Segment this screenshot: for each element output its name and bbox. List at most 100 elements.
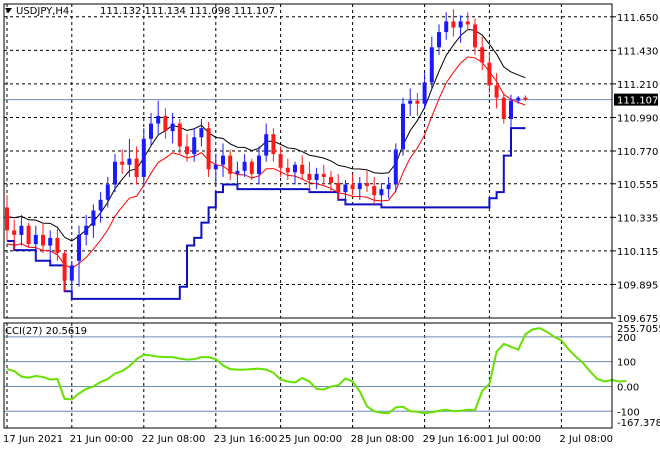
cci-scale-bottom: -167.378	[617, 418, 660, 429]
cci-scale-top: 255.7055	[617, 324, 660, 335]
candle	[300, 155, 305, 180]
candle-body	[278, 154, 283, 168]
candle-body	[141, 138, 146, 177]
candle-body	[19, 225, 24, 235]
candle	[437, 24, 441, 55]
candle	[213, 154, 218, 185]
candle-body	[199, 128, 204, 138]
candle-body	[480, 47, 485, 63]
candle-body	[350, 184, 355, 190]
candle	[271, 128, 276, 162]
candle-body	[271, 134, 276, 155]
x-tick-label: 29 Jun 16:00	[423, 434, 487, 445]
candle-body	[192, 137, 197, 155]
candle-body	[69, 265, 74, 281]
candles	[5, 9, 528, 299]
candle	[192, 128, 197, 162]
x-tick-label: 21 Jun 00:00	[70, 434, 134, 445]
candle	[501, 93, 506, 124]
candle-body	[26, 225, 31, 245]
candle-body	[213, 164, 218, 170]
candle	[177, 118, 182, 155]
candle	[12, 219, 17, 251]
candle-body	[48, 237, 53, 246]
candle	[69, 260, 74, 299]
candle	[221, 143, 225, 177]
candle	[415, 93, 420, 116]
candle-body	[163, 115, 168, 132]
candle	[350, 173, 355, 196]
cci-series	[6, 327, 627, 415]
candle	[487, 51, 492, 94]
candle	[451, 9, 456, 37]
candle	[5, 195, 9, 241]
candle	[127, 138, 132, 177]
candle-body	[55, 237, 60, 254]
candle-body	[386, 184, 391, 190]
candle-body	[134, 158, 139, 177]
candle-body	[41, 234, 45, 246]
current-price-tag-bg	[614, 93, 658, 106]
trailing-stop-line	[7, 127, 526, 300]
candle-body	[62, 253, 67, 281]
candle	[473, 18, 477, 55]
candle	[62, 250, 67, 292]
candle	[393, 143, 398, 193]
y-tick-label: 111.430	[617, 46, 658, 57]
y-tick-label: 110.115	[617, 247, 658, 258]
dropdown-triangle-icon[interactable]	[5, 8, 12, 13]
ohlc-values: 111.132 111.134 111.098 111.107	[100, 6, 275, 17]
candle-body	[293, 164, 297, 173]
current-price-tag: 111.107	[614, 93, 658, 107]
cci-levels	[4, 99, 612, 412]
candle-body	[321, 173, 326, 177]
candle	[33, 225, 38, 261]
candle	[429, 36, 434, 89]
candle-body	[249, 161, 254, 174]
candle	[329, 170, 333, 193]
candle	[314, 167, 319, 190]
candle	[199, 118, 204, 147]
lower-band-line	[6, 56, 526, 269]
candle	[163, 108, 168, 139]
candle	[113, 154, 117, 193]
cci-axis: 200 100 0.00 -100	[617, 333, 640, 418]
candle	[293, 161, 297, 185]
cci-level-label: 100	[617, 358, 636, 369]
candle-body	[343, 184, 348, 193]
candle-body	[379, 189, 384, 196]
x-tick-label: 1 Jul 00:00	[487, 434, 541, 445]
candle	[480, 36, 485, 71]
candle	[365, 170, 369, 193]
candle-body	[105, 184, 110, 200]
x-tick-label: 28 Jun 08:00	[351, 434, 415, 445]
candle	[77, 225, 81, 287]
candle	[98, 192, 103, 223]
candle-body	[206, 128, 211, 170]
cci-panel-frame	[3, 322, 613, 429]
candle-body	[120, 161, 125, 165]
candle-body	[429, 47, 434, 83]
candle-body	[177, 123, 182, 147]
candle-body	[185, 146, 189, 155]
candle-body	[516, 97, 521, 101]
cci-line	[6, 327, 627, 415]
overlay-lines	[6, 28, 526, 300]
x-tick-label: 23 Jun 16:00	[214, 434, 278, 445]
candle	[120, 149, 125, 174]
candle-body	[307, 173, 312, 180]
y-tick-label: 110.335	[617, 213, 658, 224]
candle	[278, 146, 283, 177]
candle-body	[300, 164, 305, 174]
candle-body	[228, 155, 233, 174]
y-tick-label: 111.210	[617, 80, 658, 91]
candle-body	[336, 183, 341, 193]
candle	[321, 164, 326, 185]
x-tick-label: 25 Jun 00:00	[279, 434, 343, 445]
candle	[91, 204, 96, 238]
y-tick-label: 111.650	[617, 13, 658, 24]
candle	[105, 176, 110, 208]
price-panel-frame	[3, 3, 613, 319]
candle-body	[170, 123, 175, 132]
